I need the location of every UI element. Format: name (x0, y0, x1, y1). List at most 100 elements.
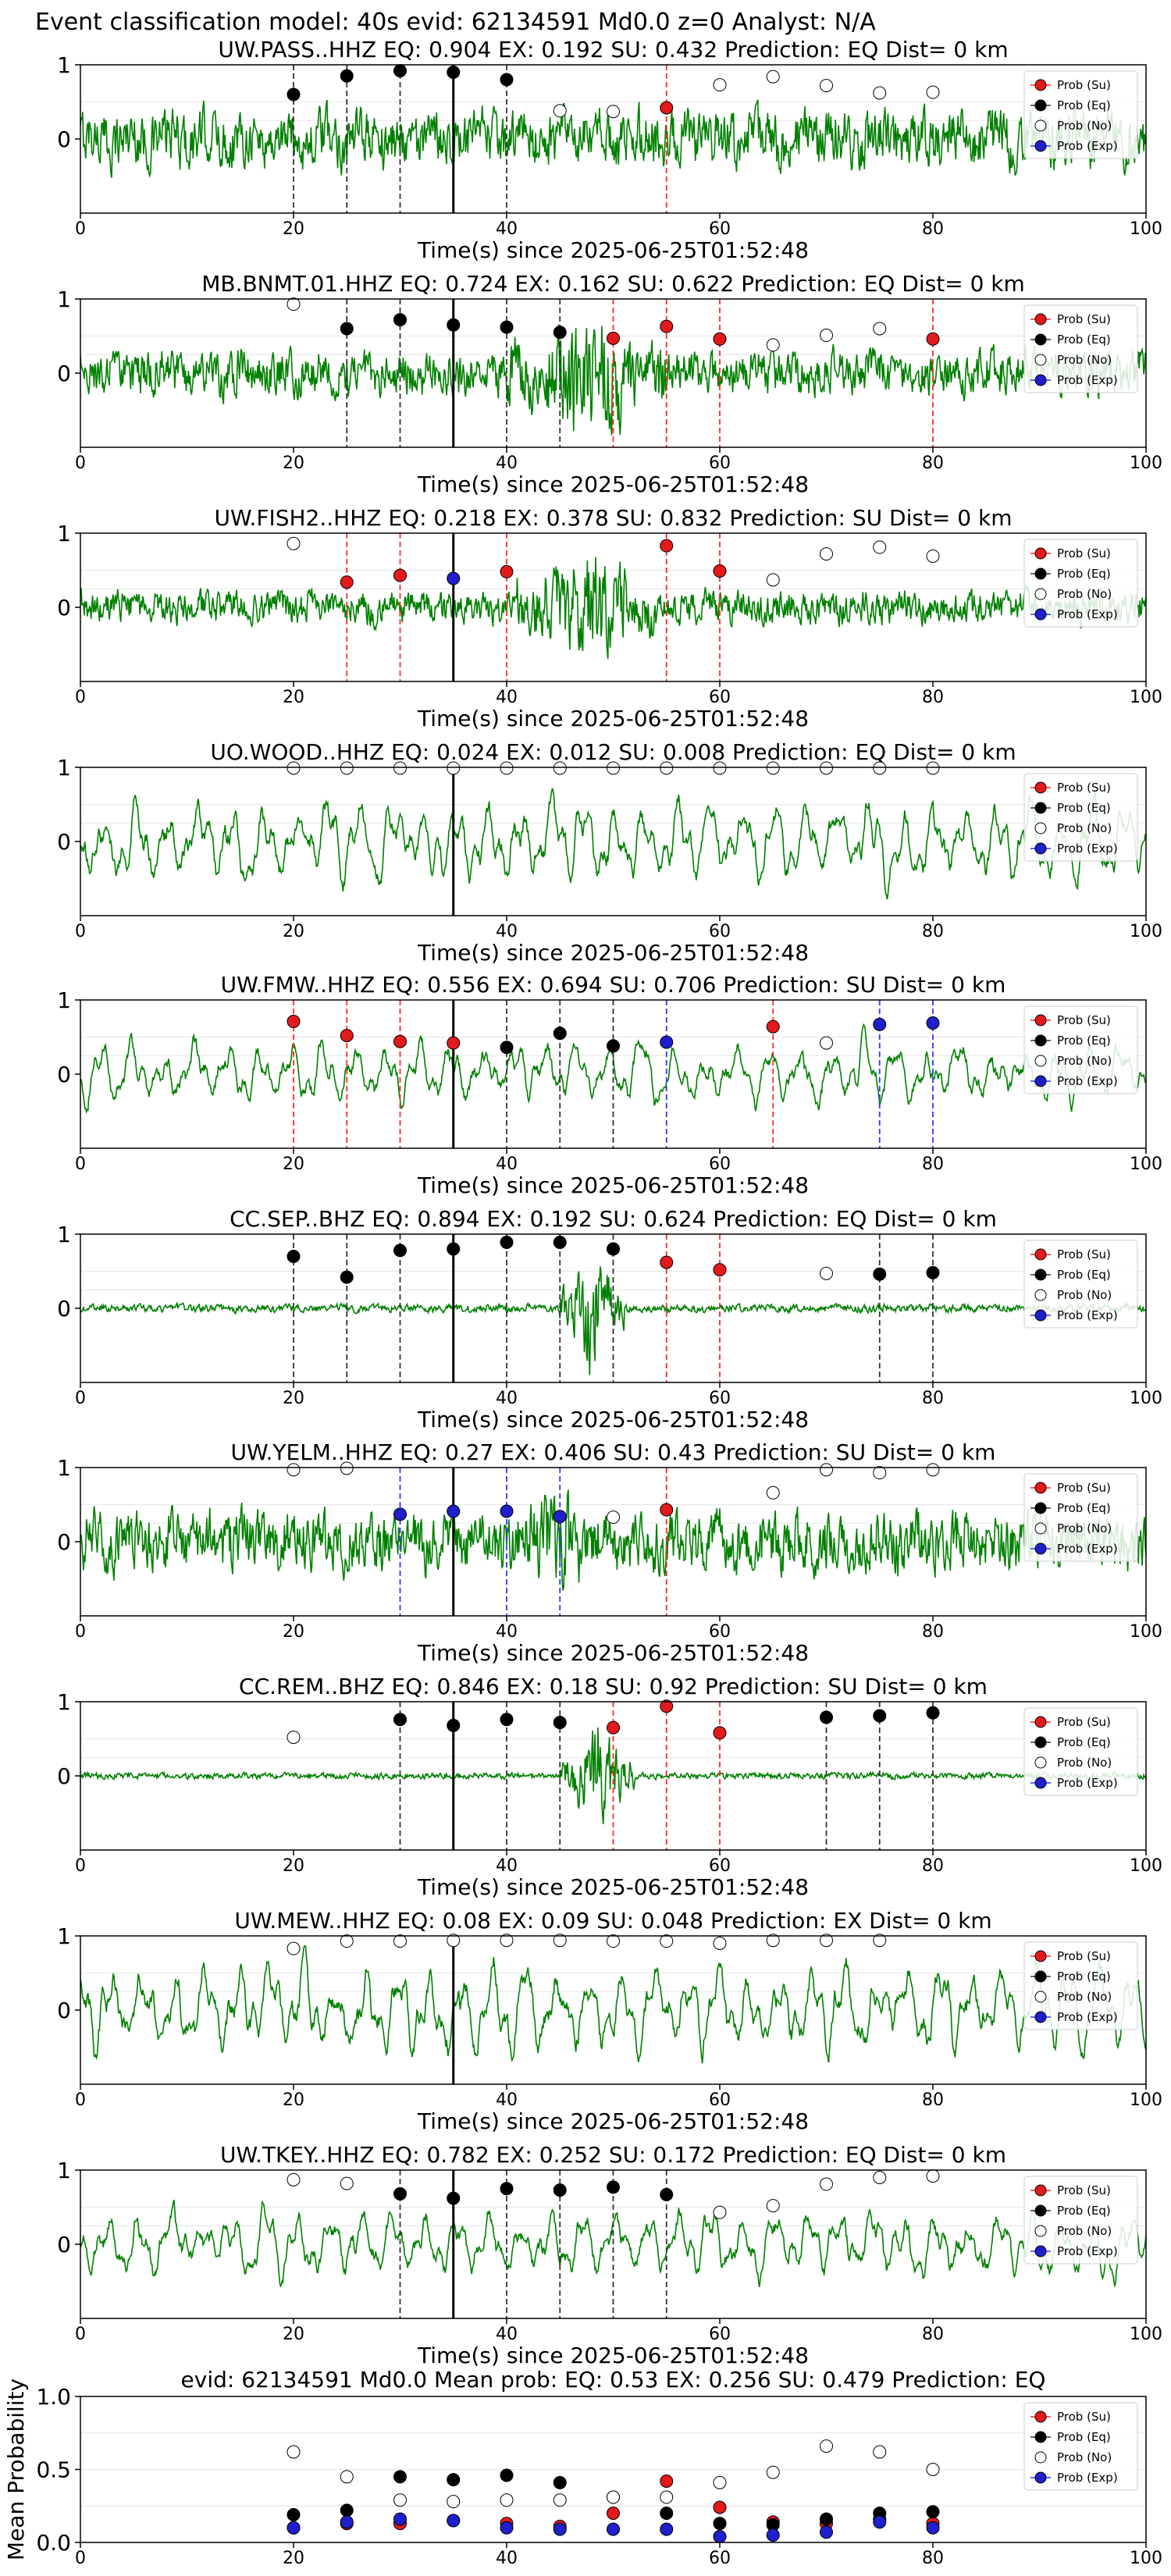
x-tick-label: 80 (922, 2549, 944, 2568)
x-tick-label: 0 (75, 454, 86, 473)
x-tick-label: 60 (709, 2325, 731, 2344)
probability-marker (713, 332, 727, 346)
x-tick-label: 100 (1130, 2090, 1162, 2110)
mean-marker-exp (287, 2521, 301, 2535)
mean-marker-no (713, 2475, 727, 2489)
probability-marker (287, 297, 301, 311)
x-tick-label: 0 (75, 2090, 86, 2110)
panel-title: MB.BNMT.01.HHZ EQ: 0.724 EX: 0.162 SU: 0… (201, 271, 1025, 297)
probability-marker (820, 1934, 833, 1948)
legend-marker-su (1034, 2411, 1047, 2423)
legend-marker-no (1034, 1055, 1047, 1067)
probability-marker (873, 1934, 887, 1948)
station-panel: UW.YELM..HHZ EQ: 0.27 EX: 0.406 SU: 0.43… (57, 1439, 1162, 1666)
legend-prob-su: Prob (Su) (1057, 1013, 1111, 1027)
legend-prob-su: Prob (Su) (1057, 1715, 1111, 1729)
probability-marker (660, 1255, 674, 1269)
mean-marker-su (713, 2500, 727, 2514)
legend-prob-no: Prob (No) (1057, 119, 1112, 133)
probability-marker (553, 326, 567, 340)
legend-marker-eq (1034, 2431, 1047, 2443)
probability-marker (447, 1934, 461, 1948)
x-tick-label: 60 (709, 454, 731, 473)
probability-marker (926, 332, 940, 346)
probability-marker (553, 104, 567, 118)
legend-prob-exp: Prob (Exp) (1057, 139, 1118, 153)
probability-marker (500, 564, 514, 578)
mean-marker-no (553, 2493, 567, 2507)
station-panel: UW.TKEY..HHZ EQ: 0.782 EX: 0.252 SU: 0.1… (57, 2142, 1162, 2368)
x-axis-label: Time(s) since 2025-06-25T01:52:48 (417, 940, 809, 966)
legend-marker-exp (1034, 2011, 1047, 2023)
probability-marker (766, 1019, 780, 1034)
legend-marker-su (1034, 2184, 1047, 2197)
x-tick-label: 80 (922, 219, 944, 239)
probability-marker (393, 568, 407, 582)
legend-prob-eq: Prob (Eq) (1057, 801, 1111, 815)
legend-marker-eq (1034, 2204, 1047, 2217)
legend-prob-no: Prob (No) (1057, 2450, 1112, 2464)
waveform-trace (80, 1727, 1146, 1824)
legend-prob-no: Prob (No) (1057, 1288, 1112, 1302)
x-tick-label: 0 (75, 1155, 86, 1174)
probability-marker (553, 1026, 567, 1041)
legend-prob-su: Prob (Su) (1057, 78, 1111, 92)
mean-marker-su (607, 2507, 620, 2521)
probability-marker (393, 1244, 407, 1258)
x-axis-label: Time(s) since 2025-06-25T01:52:48 (417, 1172, 809, 1198)
probability-marker (660, 1503, 674, 1517)
probability-marker (660, 2187, 674, 2201)
probability-marker (393, 2186, 407, 2201)
mean-marker-no (873, 2445, 887, 2459)
panel-title: UW.FISH2..HHZ EQ: 0.218 EX: 0.378 SU: 0.… (215, 505, 1013, 531)
probability-marker (926, 1016, 940, 1030)
y-tick-label: 0.0 (36, 2530, 71, 2556)
legend-marker-eq (1034, 1268, 1047, 1281)
legend-marker-su (1034, 781, 1047, 794)
probability-marker (766, 761, 780, 775)
waveform-trace (80, 99, 1146, 178)
waveform-trace (80, 1266, 1146, 1375)
legend-prob-eq: Prob (Eq) (1057, 333, 1111, 347)
probability-marker (393, 761, 407, 775)
x-tick-label: 80 (922, 454, 944, 473)
x-tick-label: 60 (709, 1856, 731, 1876)
x-axis-label: Time(s) since 2025-06-25T01:52:48 (417, 237, 809, 263)
legend-marker-exp (1034, 2471, 1047, 2484)
probability-marker (607, 1510, 620, 1525)
legend-marker-no (1034, 822, 1047, 834)
mean-marker-exp (340, 2515, 354, 2529)
legend-prob-no: Prob (No) (1057, 1990, 1112, 2004)
panel-title: UW.YELM..HHZ EQ: 0.27 EX: 0.406 SU: 0.43… (231, 1439, 996, 1465)
legend-marker-eq (1034, 1736, 1047, 1749)
legend-marker-su (1034, 313, 1047, 326)
waveform-trace (80, 1944, 1146, 2064)
probability-marker (287, 1250, 301, 1263)
probability-marker (287, 2172, 301, 2186)
probability-marker (500, 1235, 514, 1249)
mean-marker-eq (393, 2470, 407, 2484)
x-axis-label: Time(s) since 2025-06-25T01:52:48 (417, 471, 809, 497)
probability-marker (713, 761, 727, 775)
mean-marker-no (766, 2465, 780, 2479)
probability-marker (820, 1710, 833, 1724)
probability-marker (553, 1235, 567, 1249)
x-tick-label: 60 (709, 219, 731, 239)
probability-marker (660, 1934, 674, 1948)
probability-marker (873, 761, 887, 775)
x-tick-label: 40 (496, 688, 518, 707)
probability-marker (500, 320, 514, 334)
probability-marker (340, 2176, 354, 2190)
probability-marker (873, 1017, 887, 1031)
x-tick-label: 20 (283, 1622, 304, 1642)
y-tick-label: 1 (57, 521, 71, 546)
legend-prob-eq: Prob (Eq) (1057, 2204, 1111, 2218)
mean-marker-no (340, 2470, 354, 2484)
legend-marker-exp (1034, 2245, 1047, 2258)
legend-marker-no (1034, 588, 1047, 600)
legend-prob-no: Prob (No) (1057, 1521, 1112, 1535)
legend-prob-exp: Prob (Exp) (1057, 1308, 1118, 1322)
x-tick-label: 20 (283, 1155, 304, 1174)
legend-marker-no (1034, 354, 1047, 366)
y-tick-label: 1.0 (36, 2384, 71, 2410)
